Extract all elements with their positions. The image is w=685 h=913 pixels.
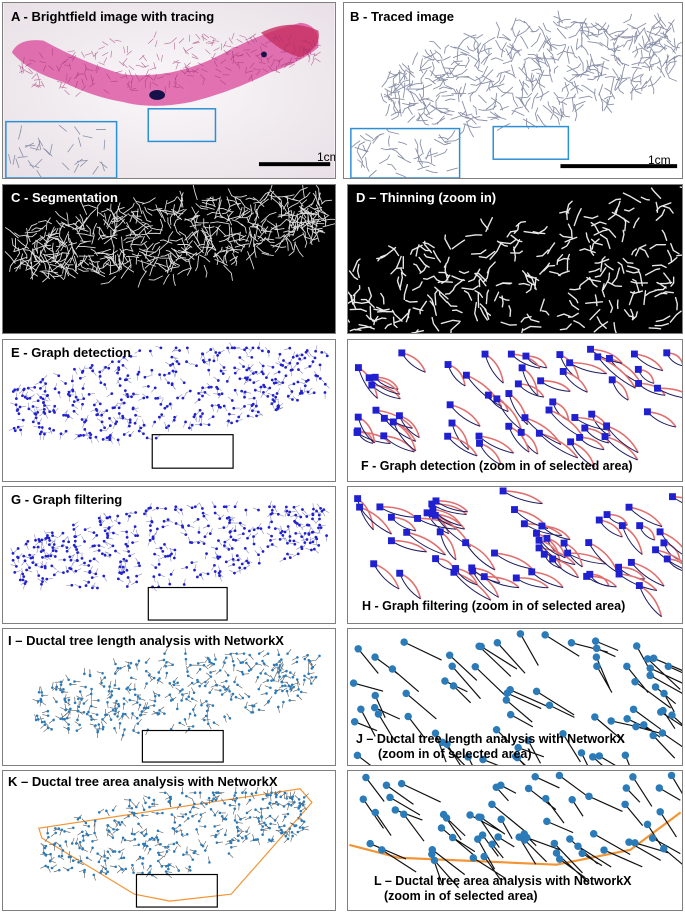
thinning-image: [348, 186, 682, 333]
panel-d-label: D – Thinning (zoom in): [356, 190, 497, 205]
selection-box: [492, 125, 570, 160]
scale-bar: [560, 164, 678, 169]
panel-h-label: H - Graph filtering (zoom in of selected…: [362, 599, 626, 613]
scale-bar: [258, 162, 331, 167]
graph-detection-image: [8, 342, 330, 469]
inset-box: [5, 120, 118, 178]
panel-d-thinning: D – Thinning (zoom in): [347, 184, 683, 334]
panel-e-graph-detection: E - Graph detection: [2, 339, 336, 482]
brightfield-image: [3, 3, 335, 178]
selection-box: [141, 729, 224, 763]
panel-j-label-line1: J – Ductal tree length analysis with Net…: [356, 732, 625, 746]
panel-c-label: C - Segmentation: [11, 190, 118, 205]
scale-label: 1cm: [648, 153, 671, 167]
panel-h-zoom: H - Graph filtering (zoom in of selected…: [347, 486, 683, 624]
scale-label: 1cm: [317, 150, 335, 164]
hull-edge: [349, 811, 682, 866]
panel-g-graph-filtering: G - Graph filtering: [2, 486, 336, 624]
convex-hull: [38, 788, 313, 902]
panel-i-label: I – Ductal tree length analysis with Net…: [8, 633, 284, 648]
panel-b-traced: B - Traced image 1cm: [343, 2, 683, 179]
lymph-node: [149, 90, 166, 100]
segmentation-image: [4, 185, 335, 288]
panel-l-zoom: L – Ductal tree area analysis with Netwo…: [347, 770, 683, 911]
panel-k-area-analysis: K – Ductal tree area analysis with Netwo…: [2, 770, 336, 911]
selection-box: [151, 434, 234, 469]
panel-b-label: B - Traced image: [350, 9, 455, 24]
panel-g-label: G - Graph filtering: [11, 492, 123, 507]
panel-f-label: F - Graph detection (zoom in of selected…: [361, 459, 633, 473]
panel-j-zoom: J – Ductal tree length analysis with Net…: [347, 628, 683, 766]
panel-f-zoom: F - Graph detection (zoom in of selected…: [347, 339, 683, 482]
panel-c-segmentation: C - Segmentation: [2, 184, 336, 334]
length-zoom-image: [349, 630, 682, 765]
area-zoom-image: [349, 771, 682, 889]
panel-i-length-analysis: I – Ductal tree length analysis with Net…: [2, 628, 336, 766]
graph-zoom-image: [353, 345, 682, 468]
length-analysis-image: [32, 647, 321, 763]
selection-box: [147, 586, 228, 621]
panel-k-label: K – Ductal tree area analysis with Netwo…: [8, 774, 278, 789]
selection-box: [147, 108, 217, 143]
panel-l-label-line2: (zoom in of selected area): [384, 889, 538, 903]
selection-box: [135, 873, 218, 908]
panel-a-brightfield: A - Brightfield image with tracing 1cm: [2, 2, 336, 179]
tissue-shape: [11, 22, 319, 106]
panel-l-label: L – Ductal tree area analysis with Netwo…: [374, 874, 632, 904]
panel-j-label: J – Ductal tree length analysis with Net…: [356, 732, 625, 762]
panel-a-label: A - Brightfield image with tracing: [11, 9, 215, 24]
graph-filtering-image: [10, 500, 329, 621]
panel-l-label-line1: L – Ductal tree area analysis with Netwo…: [374, 874, 632, 888]
inset-box: [350, 127, 461, 178]
panel-e-label: E - Graph detection: [11, 345, 131, 360]
panel-j-label-line2: (zoom in of selected area): [378, 747, 532, 761]
area-analysis-image: [38, 786, 313, 908]
traced-image: [350, 10, 682, 178]
filtered-zoom-image: [354, 487, 682, 618]
